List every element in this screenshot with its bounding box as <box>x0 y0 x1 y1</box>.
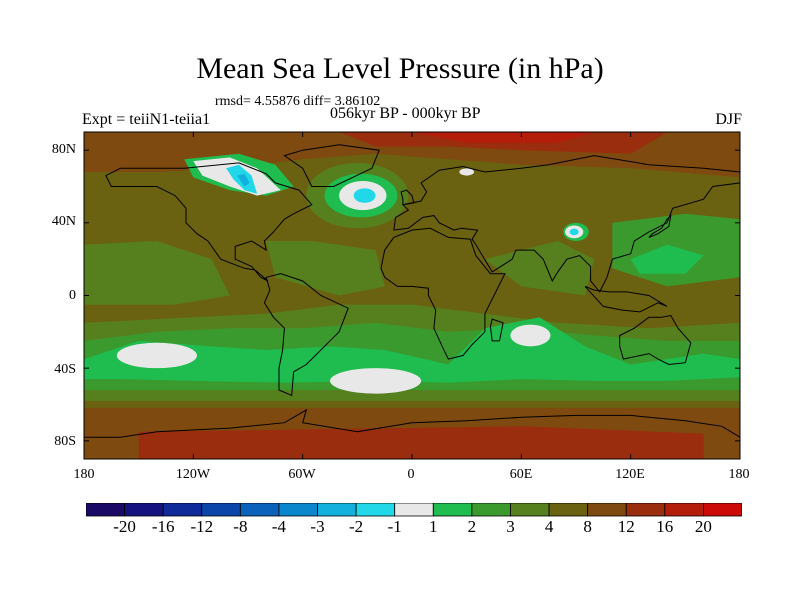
colorbar-box <box>239 503 280 517</box>
colorbar-label: 16 <box>656 517 674 536</box>
colorbar-label: -20 <box>113 517 136 536</box>
coast-indonesia <box>584 285 668 313</box>
coast-britain <box>400 189 415 206</box>
field-arctic-pos20 <box>412 132 595 143</box>
coast-south-america <box>263 273 349 397</box>
colorbar-label: 4 <box>544 517 554 536</box>
coast-north-america <box>105 162 313 282</box>
field-spac-neutral <box>116 342 197 369</box>
colorbar-label: -12 <box>190 517 214 536</box>
coast-africa <box>380 227 506 360</box>
lon-label-60w: 60W <box>288 467 316 482</box>
map-fill-layer <box>84 132 740 459</box>
colorbar-box <box>394 503 434 517</box>
field-natl-neg1 <box>353 188 376 203</box>
lon-label-0: 0 <box>407 467 415 482</box>
colorbar-box <box>703 503 742 517</box>
colorbar-label: -2 <box>349 517 364 536</box>
colorbar-box <box>510 503 550 517</box>
colorbar-box <box>278 503 318 517</box>
colorbar-box <box>124 503 164 517</box>
lat-label-40n: 40N <box>51 214 76 229</box>
colorbar-box <box>86 503 125 517</box>
colorbar-label: 2 <box>467 517 477 536</box>
period-label: 056kyr BP - 000kyr BP <box>330 105 481 122</box>
field-south-level1 <box>84 317 740 383</box>
colorbar-label: 3 <box>506 517 515 536</box>
colorbar-label: -4 <box>271 517 286 536</box>
field-trop-level3 <box>84 241 230 305</box>
season-label: DJF <box>715 111 742 128</box>
colorbar-label: 20 <box>694 517 712 536</box>
axis-ticks <box>83 132 741 459</box>
field-scand-neutral <box>459 168 474 176</box>
coast-eurasia <box>393 155 741 293</box>
colorbar-label: -8 <box>233 517 248 536</box>
lon-label-120e: 120E <box>615 467 645 482</box>
colorbar-label: -1 <box>387 517 402 536</box>
colorbar-label: 1 <box>429 517 438 536</box>
colorbar-box <box>201 503 241 517</box>
experiment-label: Expt = teiiN1-teiia1 <box>82 111 211 128</box>
colorbar-box <box>471 503 511 517</box>
colorbar <box>86 503 742 517</box>
colorbar-box <box>548 503 589 517</box>
lon-label-60e: 60E <box>509 467 533 482</box>
colorbar-box <box>625 503 666 517</box>
field-antarctic-pos16 <box>138 426 704 459</box>
colorbar-box <box>317 503 357 517</box>
colorbar-box <box>432 503 473 517</box>
field-wpac-level1 <box>630 244 704 274</box>
coastline-layer <box>83 144 741 460</box>
colorbar-box <box>587 503 627 517</box>
colorbar-label: -16 <box>151 517 175 536</box>
colorbar-box <box>355 503 396 517</box>
field-satl-neutral <box>330 368 422 394</box>
coast-australia <box>619 314 692 366</box>
lat-label-40s: 40S <box>54 362 76 377</box>
lon-label-180w: 180 <box>73 467 95 482</box>
coast-madagascar <box>489 318 504 342</box>
lat-label-0: 0 <box>69 288 76 303</box>
map-title: Mean Sea Level Pressure (in hPa) <box>196 52 604 85</box>
lon-label-180e: 180 <box>728 467 750 482</box>
colorbar-box <box>664 503 704 517</box>
lat-label-80n: 80N <box>51 142 76 157</box>
field-indian-level3 <box>484 241 595 296</box>
stats-label: rmsd= 4.55876 diff= 3.86102 <box>215 94 381 109</box>
field-laurentide-neg2 <box>237 173 250 187</box>
coast-japan <box>648 214 672 238</box>
field-atl-level3 <box>266 241 385 296</box>
colorbar-label: 12 <box>617 517 635 536</box>
colorbar-box <box>162 503 203 517</box>
field-tibet-neg1 <box>569 228 579 236</box>
coast-greenland <box>283 144 380 187</box>
colorbar-label: -3 <box>310 517 325 536</box>
field-sind-neutral <box>510 324 551 347</box>
lat-label-80s: 80S <box>54 434 76 449</box>
lon-label-120w: 120W <box>175 467 211 482</box>
colorbar-label: 8 <box>583 517 592 536</box>
